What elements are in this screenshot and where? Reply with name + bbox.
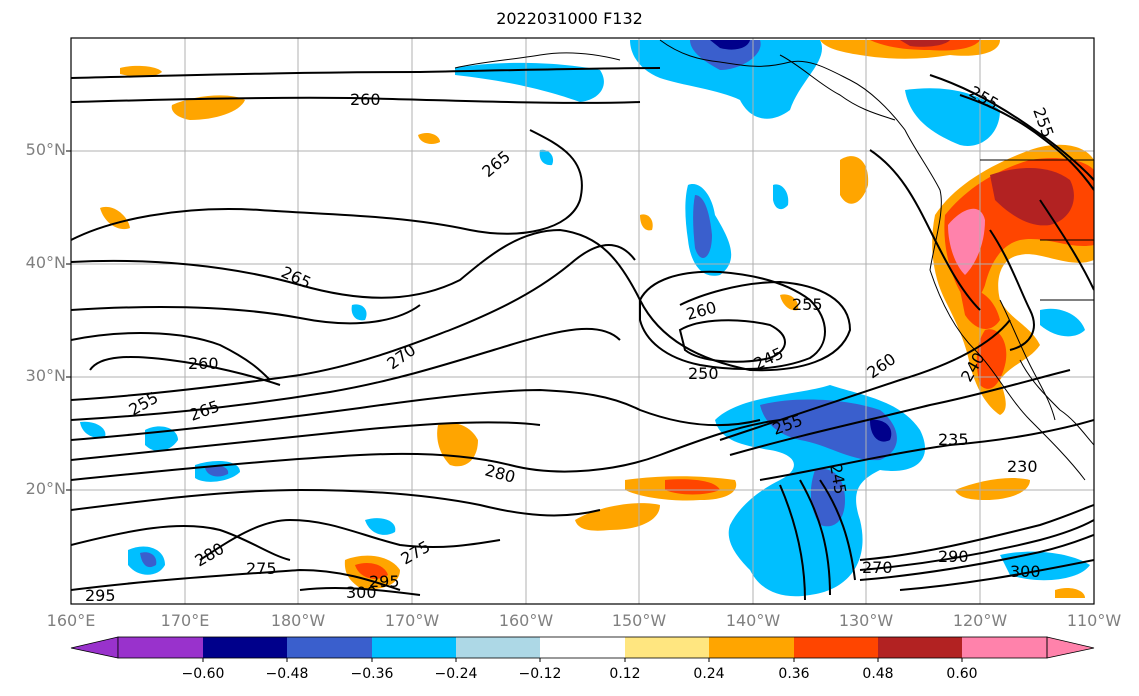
contour-label: 265 xyxy=(478,147,514,181)
colorbar-tick-label: 0.24 xyxy=(693,666,725,682)
colorbar-tick-label: −0.48 xyxy=(265,666,309,682)
lon-label: 130°W xyxy=(838,611,894,630)
contour-label: 295 xyxy=(369,572,400,591)
lon-label: 160°W xyxy=(498,611,554,630)
positive-anomaly-region xyxy=(100,206,130,230)
lon-label: 150°W xyxy=(611,611,667,630)
lat-label: 40°N xyxy=(25,253,66,272)
positive-anomaly-region xyxy=(900,40,950,47)
colorbar-tick-label: −0.24 xyxy=(434,666,478,682)
negative-anomaly-region xyxy=(539,149,554,166)
positive-anomaly-region xyxy=(575,503,660,531)
positive-anomaly-region xyxy=(955,478,1030,500)
lat-label: 20°N xyxy=(25,479,66,498)
contour-label: 300 xyxy=(1010,562,1041,581)
lon-label: 170°E xyxy=(160,611,210,630)
colorbar-tick-label: −0.12 xyxy=(518,666,562,682)
contour-label: 250 xyxy=(688,364,719,383)
negative-anomaly-region xyxy=(630,40,823,119)
lon-label: 110°W xyxy=(1066,611,1122,630)
negative-anomaly-region xyxy=(351,304,367,321)
positive-anomaly-region xyxy=(665,479,720,495)
lon-label: 140°W xyxy=(725,611,781,630)
positive-anomaly-region xyxy=(418,132,440,144)
negative-anomaly-region xyxy=(205,465,229,477)
colorbar-tick-label: 0.48 xyxy=(862,666,894,682)
colorbar-segment xyxy=(625,637,709,658)
positive-anomaly-region xyxy=(120,65,162,77)
colorbar-tick-label: 0.36 xyxy=(778,666,810,682)
negative-anomaly-region xyxy=(870,419,892,442)
gridlines xyxy=(71,38,1094,604)
colorbar-tick-label: 0.12 xyxy=(609,666,641,682)
contour-label: 280 xyxy=(192,539,228,571)
colorbar-segment xyxy=(372,637,456,658)
colorbar-tick-label: −0.36 xyxy=(350,666,394,682)
lat-label: 50°N xyxy=(25,140,66,159)
negative-anomaly-region xyxy=(693,195,712,258)
lon-label: 170°W xyxy=(384,611,440,630)
lon-label: 180°W xyxy=(270,611,326,630)
negative-anomaly-region xyxy=(905,88,1000,146)
colorbar-segment xyxy=(118,637,203,658)
contour-label: 260 xyxy=(350,90,381,109)
colorbar-segment xyxy=(456,637,540,658)
colorbar xyxy=(70,636,1095,662)
negative-anomaly-region xyxy=(710,40,750,50)
negative-anomaly-region xyxy=(1040,308,1085,337)
lat-label: 30°N xyxy=(25,366,66,385)
colorbar-segment xyxy=(709,637,794,658)
negative-anomaly-region xyxy=(455,62,604,102)
contour-lines xyxy=(71,67,1094,601)
contour-label: 300 xyxy=(346,583,377,602)
negative-anomaly-region xyxy=(140,552,157,568)
contour-labels: 260 265 265 260 255 265 270 260 255 250 … xyxy=(85,82,1058,605)
lon-label: 120°W xyxy=(952,611,1008,630)
contour-label: 270 xyxy=(383,340,419,373)
colorbar-segment xyxy=(794,637,878,658)
positive-anomaly-region xyxy=(990,168,1074,226)
negative-anomaly-region xyxy=(773,184,789,210)
negative-anomaly-region xyxy=(365,518,396,535)
colorbar-segment xyxy=(962,637,1047,658)
colorbar-segment xyxy=(878,637,962,658)
colorbar-tick-label: 0.60 xyxy=(946,666,978,682)
contour-label: 290 xyxy=(938,547,969,566)
positive-anomaly-region xyxy=(171,95,245,120)
contour-label: 255 xyxy=(1029,105,1057,140)
negative-anomaly-region xyxy=(80,421,106,438)
contour-label: 295 xyxy=(85,586,116,605)
colorbar-segment xyxy=(287,637,372,658)
coastlines xyxy=(454,39,1094,481)
positive-anomaly-region xyxy=(840,156,869,204)
positive-anomaly-region xyxy=(1055,587,1085,598)
colorbar-tick-label: −0.60 xyxy=(181,666,225,682)
shading-layer xyxy=(80,40,1094,598)
contour-label: 275 xyxy=(246,559,277,578)
contour-label: 235 xyxy=(938,430,969,449)
contour-label: 265 xyxy=(187,396,222,424)
lon-label: 160°E xyxy=(46,611,96,630)
negative-anomaly-region xyxy=(690,40,761,70)
axis-ticks xyxy=(66,150,71,491)
contour-label: 275 xyxy=(398,537,434,569)
positive-anomaly-region xyxy=(948,208,985,275)
colorbar-segment xyxy=(203,637,287,658)
colorbar-segment xyxy=(540,637,625,658)
positive-anomaly-region xyxy=(780,294,799,311)
positive-anomaly-region xyxy=(640,214,653,231)
contour-label: 230 xyxy=(1007,457,1038,476)
map-title: 2022031000 F132 xyxy=(496,9,643,28)
map-frame xyxy=(70,37,1095,605)
contour-label: 260 xyxy=(188,354,219,373)
contour-label: 270 xyxy=(862,558,893,577)
contour-label: 255 xyxy=(792,295,823,314)
contour-label: 280 xyxy=(483,461,517,487)
positive-anomaly-region xyxy=(437,423,478,467)
positive-anomaly-region xyxy=(355,563,388,579)
colorbar-extend-low xyxy=(70,636,119,659)
colorbar-extend-high xyxy=(1046,636,1095,659)
